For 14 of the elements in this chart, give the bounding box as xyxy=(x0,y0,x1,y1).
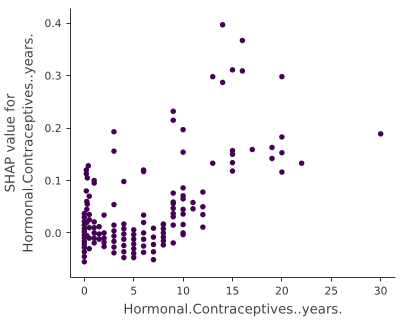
y-tick-label: 0.2 xyxy=(44,122,62,136)
x-tick-label: 5 xyxy=(130,284,138,298)
x-tick-label: 15 xyxy=(226,284,240,298)
y-tick-label: 0.1 xyxy=(44,174,62,188)
x-tick-label: 0 xyxy=(80,284,88,298)
y-tick-label: 0.0 xyxy=(44,226,62,240)
x-tick-label: 30 xyxy=(374,284,388,298)
y-axis-title: SHAP value for Hormonal.Contraceptives..years. xyxy=(4,33,37,253)
y-tick-label: 0.4 xyxy=(44,17,62,30)
x-tick-label: 25 xyxy=(324,284,338,298)
y-tick-label: 0.3 xyxy=(44,70,62,83)
x-tick-label: 20 xyxy=(275,284,289,298)
x-axis-title: Hormonal.Contraceptives..years. xyxy=(123,302,343,318)
x-tick-label: 10 xyxy=(176,284,190,298)
